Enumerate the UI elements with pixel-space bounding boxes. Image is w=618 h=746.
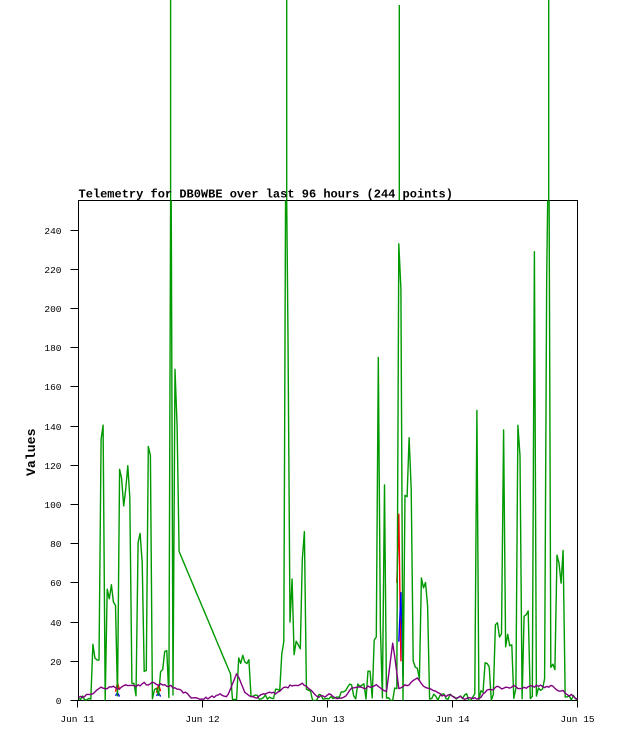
svg-text:60: 60 bbox=[50, 578, 62, 589]
svg-text:Jun 15: Jun 15 bbox=[560, 714, 595, 725]
svg-text:20: 20 bbox=[50, 657, 62, 668]
svg-text:160: 160 bbox=[44, 382, 61, 393]
svg-text:Jun 12: Jun 12 bbox=[185, 714, 220, 725]
svg-text:0: 0 bbox=[56, 696, 62, 707]
svg-text:Jun 14: Jun 14 bbox=[435, 714, 470, 725]
svg-text:Jun 13: Jun 13 bbox=[310, 714, 345, 725]
svg-text:Values: Values bbox=[24, 428, 39, 476]
svg-text:200: 200 bbox=[44, 304, 61, 315]
svg-text:80: 80 bbox=[50, 539, 62, 550]
svg-text:Jun 11: Jun 11 bbox=[60, 714, 95, 725]
svg-text:120: 120 bbox=[44, 461, 61, 472]
svg-text:220: 220 bbox=[44, 265, 61, 276]
svg-text:40: 40 bbox=[50, 618, 62, 629]
svg-text:140: 140 bbox=[44, 422, 61, 433]
svg-text:100: 100 bbox=[44, 500, 61, 511]
svg-text:Telemetry for DB0WBE over last: Telemetry for DB0WBE over last 96 hours … bbox=[79, 188, 453, 202]
svg-text:180: 180 bbox=[44, 343, 61, 354]
svg-text:240: 240 bbox=[44, 226, 61, 237]
